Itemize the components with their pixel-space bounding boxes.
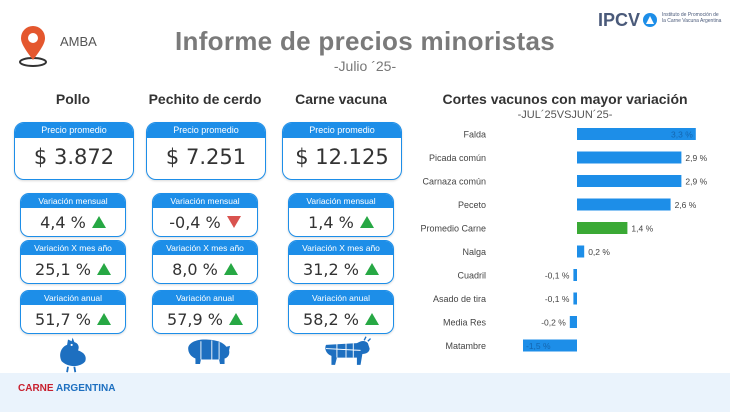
price-card: Precio promedio $ 7.251 — [146, 122, 266, 180]
brand-part-b: ARGENTINA — [55, 383, 116, 394]
trend-up-icon — [364, 263, 379, 275]
logo-subtext: Instituto de Promoción de la Carne Vacun… — [662, 12, 722, 24]
trend-up-icon — [228, 313, 243, 325]
category-label: Asado de tira — [433, 294, 486, 304]
data-label: 3,3 % — [671, 130, 693, 140]
variation-value: 25,1 % — [35, 259, 91, 279]
variation-value: 57,9 % — [167, 309, 223, 329]
price-card: Precio promedio $ 12.125 — [282, 122, 402, 180]
product-name: Pollo — [55, 91, 91, 107]
bar — [577, 198, 671, 211]
product-name: Carne vacuna — [295, 91, 387, 107]
category-label: Cuadril — [457, 271, 486, 281]
pig-icon — [188, 339, 230, 364]
bar — [577, 245, 585, 258]
carne-argentina-brand: CARNE ARGENTINA — [18, 383, 115, 394]
variation-value: 1,4 % — [308, 212, 354, 232]
price-card-header: Precio promedio — [283, 123, 401, 138]
yoy-month-variation-card: Variación X mes año 31,2 % — [288, 240, 394, 284]
category-label: Falda — [463, 130, 486, 140]
bar — [569, 316, 577, 328]
data-label: 2,9 % — [685, 153, 707, 163]
data-label: 1,4 % — [631, 224, 653, 234]
price-card-header: Precio promedio — [15, 123, 133, 138]
trend-up-icon — [96, 263, 111, 275]
variation-label: Variación X mes año — [153, 241, 257, 255]
annual-variation-card: Variación anual 57,9 % — [152, 290, 258, 334]
monthly-variation-card: Variación mensual 4,4 % — [20, 193, 126, 237]
bar — [573, 269, 577, 281]
variation-value: 4,4 % — [40, 212, 86, 232]
variation-label: Variación mensual — [289, 194, 393, 208]
category-label: Nalga — [462, 247, 486, 257]
variation-label: Variación X mes año — [289, 241, 393, 255]
variation-label: Variación mensual — [21, 194, 125, 208]
chicken-icon — [60, 337, 86, 373]
data-label: 2,6 % — [675, 200, 697, 210]
location-pin-icon — [19, 26, 47, 67]
price-card: Precio promedio $ 3.872 — [14, 122, 134, 180]
bar — [577, 151, 682, 164]
variation-label: Variación anual — [289, 291, 393, 305]
price-value: $ 3.872 — [33, 145, 115, 169]
trend-up-icon — [96, 313, 111, 325]
variation-bar-chart: Falda 3,3 % Picada común 2,9 % Carnaza común… — [420, 128, 708, 352]
category-label: Matambre — [445, 341, 486, 351]
trend-up-icon — [91, 216, 106, 228]
variation-label: Variación anual — [153, 291, 257, 305]
data-label: 0,2 % — [588, 247, 610, 257]
category-label: Carnaza común — [422, 177, 486, 187]
chart-subtitle: -JUL´25VSJUN´25- — [517, 109, 613, 121]
data-label: 2,9 % — [685, 177, 707, 187]
yoy-month-variation-card: Variación X mes año 8,0 % — [152, 240, 258, 284]
annual-variation-card: Variación anual 51,7 % — [20, 290, 126, 334]
price-card-header: Precio promedio — [147, 123, 265, 138]
logo-mark-icon — [643, 13, 657, 27]
trend-up-icon — [364, 313, 379, 325]
data-label: -0,1 % — [545, 271, 570, 281]
ipcva-logo: IPCV Instituto de Promoción de la Carne … — [598, 10, 721, 34]
category-label: Media Res — [443, 318, 487, 328]
page-subtitle: -Julio ´25- — [333, 58, 397, 74]
bar — [577, 175, 682, 187]
product-name: Pechito de cerdo — [148, 91, 262, 107]
annual-variation-card: Variación anual 58,2 % — [288, 290, 394, 334]
data-label: -1,5 % — [526, 341, 551, 351]
bar — [577, 222, 628, 234]
category-label: Picada común — [429, 153, 486, 163]
page-title: Informe de precios minoristas — [174, 26, 556, 56]
region-label: AMBA — [60, 34, 97, 49]
bar — [577, 128, 696, 140]
bar — [573, 292, 577, 305]
cow-icon — [325, 336, 372, 365]
category-label: Promedio Carne — [420, 224, 486, 234]
monthly-variation-card: Variación mensual 1,4 % — [288, 193, 394, 237]
monthly-variation-card: Variación mensual -0,4 % — [152, 193, 258, 237]
variation-label: Variación X mes año — [21, 241, 125, 255]
footer-band — [0, 373, 730, 412]
variation-value: 51,7 % — [35, 309, 91, 329]
variation-value: -0,4 % — [169, 212, 221, 232]
category-label: Peceto — [458, 200, 486, 210]
variation-value: 8,0 % — [172, 259, 218, 279]
data-label: -0,1 % — [545, 294, 570, 304]
trend-down-icon — [226, 216, 241, 228]
trend-up-icon — [223, 263, 238, 275]
trend-up-icon — [359, 216, 374, 228]
brand-part-a: CARNE — [18, 383, 54, 394]
variation-value: 58,2 % — [303, 309, 359, 329]
variation-value: 31,2 % — [303, 259, 359, 279]
price-value: $ 7.251 — [165, 145, 247, 169]
variation-label: Variación anual — [21, 291, 125, 305]
chart-title: Cortes vacunos con mayor variación — [442, 91, 688, 107]
logo-text: IPCV — [598, 10, 641, 30]
variation-label: Variación mensual — [153, 194, 257, 208]
yoy-month-variation-card: Variación X mes año 25,1 % — [20, 240, 126, 284]
data-label: -0,2 % — [541, 318, 566, 328]
price-value: $ 12.125 — [295, 145, 389, 169]
bar — [523, 339, 577, 352]
